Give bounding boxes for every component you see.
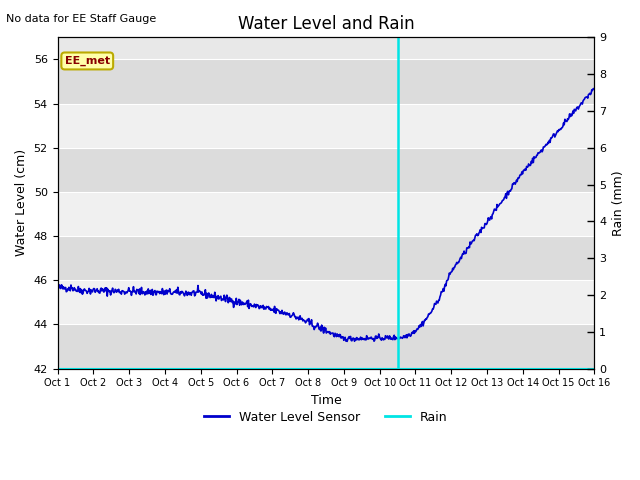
Y-axis label: Water Level (cm): Water Level (cm) (15, 149, 28, 256)
Title: Water Level and Rain: Water Level and Rain (237, 15, 414, 33)
X-axis label: Time: Time (310, 394, 341, 407)
Bar (58, 104, 595, 148)
Bar (58, 280, 595, 324)
Bar (58, 324, 595, 369)
Legend: Water Level Sensor, Rain: Water Level Sensor, Rain (199, 406, 453, 429)
Bar (58, 192, 595, 236)
Bar (58, 148, 595, 192)
Bar (58, 236, 595, 280)
Y-axis label: Rain (mm): Rain (mm) (612, 170, 625, 236)
Text: EE_met: EE_met (65, 56, 110, 66)
Text: No data for EE Staff Gauge: No data for EE Staff Gauge (6, 14, 157, 24)
Bar (58, 60, 595, 104)
